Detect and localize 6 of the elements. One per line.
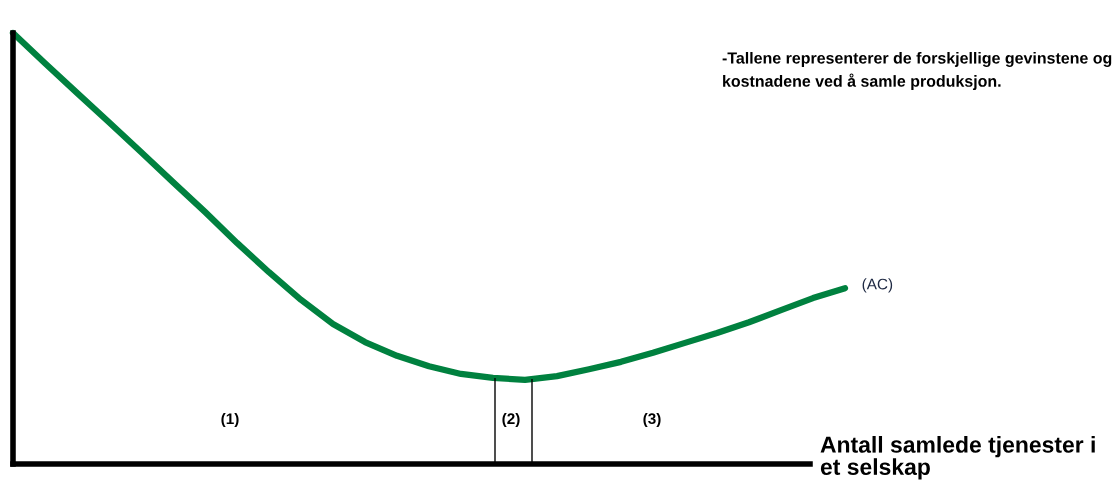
series-label: (AC) — [862, 278, 893, 293]
annotation: (3) — [643, 412, 661, 428]
x-axis-title: Antall samlede tjenester i et selskap — [820, 436, 1095, 480]
annotation: (2) — [502, 412, 520, 428]
annotation: -Tallene representerer de forskjellige gevinstene og kostnadene ved å samle produksjon. — [722, 52, 1112, 90]
annotation: (1) — [221, 412, 239, 428]
